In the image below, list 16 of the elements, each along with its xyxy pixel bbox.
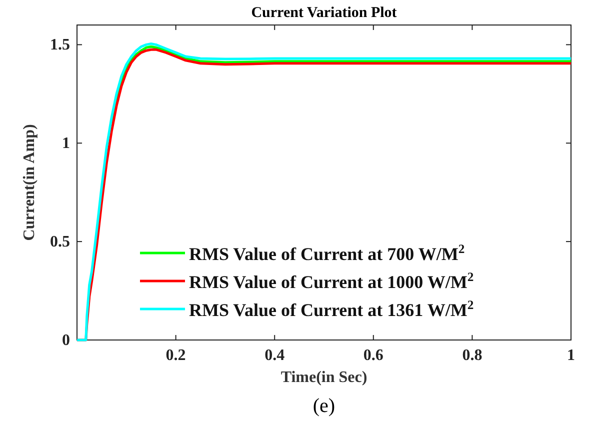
x-tick-label: 0.6 xyxy=(363,347,384,364)
legend-label: RMS Value of Current at 700 W/M$^{2}$ xyxy=(189,242,465,264)
x-tick-label: 1 xyxy=(567,347,575,364)
y-tick-label: 1 xyxy=(62,135,70,152)
y-axis-title: Current(in Amp) xyxy=(21,124,38,241)
chart-title: Current Variation Plot xyxy=(251,5,397,21)
y-tick-label: 1.5 xyxy=(50,36,70,54)
x-tick-label: 0.8 xyxy=(462,347,482,364)
x-tick-label: 0.4 xyxy=(264,347,285,364)
text: (e) xyxy=(312,395,336,417)
y-tick-label: 0.5 xyxy=(50,234,70,251)
x-axis-title: Time(in Sec) xyxy=(280,369,368,386)
legend-label: RMS Value of Current at 1000 W/M$^{2}$ xyxy=(189,270,474,292)
x-tick-label: 0.2 xyxy=(166,347,186,364)
legend-label: RMS Value of Current at 1361 W/M$^{2}$ xyxy=(189,298,474,320)
y-tick-label: 0 xyxy=(62,332,70,349)
